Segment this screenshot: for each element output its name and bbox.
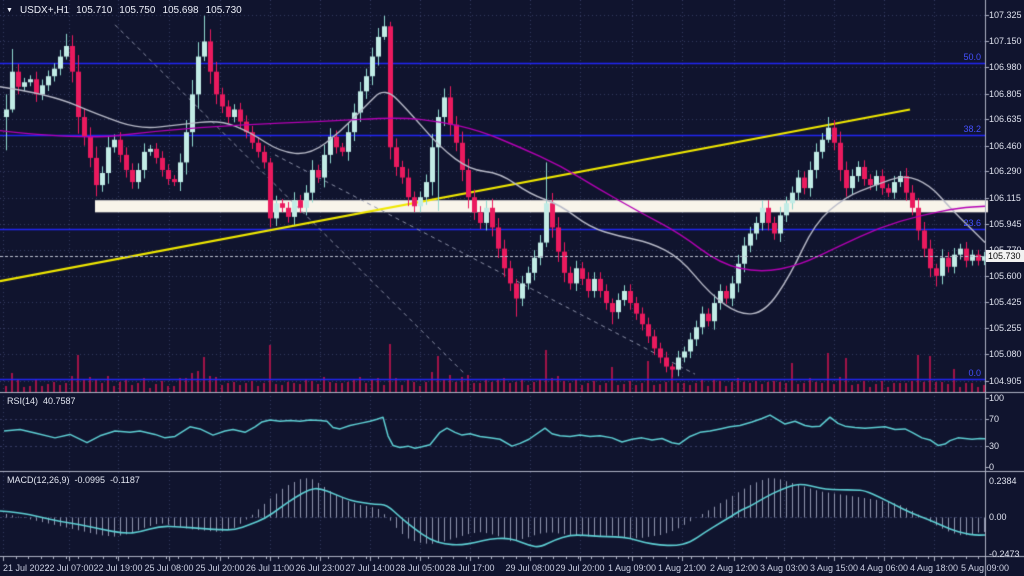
time-axis-label: 3 Aug 15:00 bbox=[809, 563, 859, 573]
current-price-badge: 105.730 bbox=[986, 250, 1024, 262]
price-axis-tick: 106.805 bbox=[989, 89, 1022, 99]
quote-bar[interactable]: ▼ USDX+,H1 105.710 105.750 105.698 105.7… bbox=[6, 5, 242, 16]
time-axis-label: 26 Jul 23:00 bbox=[295, 563, 345, 573]
rsi-axis-tick: 100 bbox=[989, 393, 1005, 403]
price-axis-tick: 106.290 bbox=[989, 166, 1022, 176]
price-axis-tick: 107.325 bbox=[989, 10, 1022, 20]
symbol-timeframe: USDX+,H1 bbox=[19, 5, 70, 16]
price-axis-tick: 104.905 bbox=[989, 376, 1022, 386]
quote-low: 105.698 bbox=[162, 5, 199, 16]
macd-axis-tick: 0.2384 bbox=[989, 476, 1017, 486]
fib-level-label: 38.2 bbox=[963, 124, 981, 134]
time-axis-label: 5 Aug 09:00 bbox=[960, 563, 1010, 573]
rsi-name: RSI(14) bbox=[7, 396, 39, 406]
price-axis-tick: 106.635 bbox=[989, 114, 1022, 124]
fib-level-label: 23.6 bbox=[963, 218, 981, 228]
time-axis-label: 1 Aug 21:00 bbox=[657, 563, 707, 573]
macd-axis-tick: 0.00 bbox=[989, 512, 1007, 522]
time-axis-label: 4 Aug 06:00 bbox=[859, 563, 909, 573]
price-axis-tick: 107.150 bbox=[989, 36, 1022, 46]
macd-signal-value: -0.1187 bbox=[110, 475, 140, 485]
time-axis-label: 25 Jul 08:00 bbox=[144, 563, 194, 573]
time-axis-label: 4 Aug 18:00 bbox=[909, 563, 959, 573]
price-axis-tick: 105.425 bbox=[989, 297, 1022, 307]
price-axis-tick: 105.255 bbox=[989, 323, 1022, 333]
price-axis-tick: 105.080 bbox=[989, 349, 1022, 359]
time-axis-label: 27 Jul 14:00 bbox=[345, 563, 395, 573]
price-axis-tick: 105.600 bbox=[989, 271, 1022, 281]
rsi-value: 40.7587 bbox=[43, 396, 76, 406]
fib-level-label: 0.0 bbox=[968, 368, 981, 378]
macd-name: MACD(12,26,9) bbox=[7, 475, 70, 485]
time-axis-label: 28 Jul 17:00 bbox=[445, 563, 495, 573]
time-axis-label: 21 Jul 2022 bbox=[3, 563, 50, 573]
quote-high: 105.750 bbox=[119, 5, 156, 16]
macd-axis-tick: -0.2473 bbox=[989, 549, 1020, 559]
quote-close: 105.730 bbox=[205, 5, 242, 16]
quote-open: 105.710 bbox=[76, 5, 113, 16]
time-axis-label: 2 Aug 12:00 bbox=[709, 563, 759, 573]
price-axis-tick: 106.460 bbox=[989, 141, 1022, 151]
rsi-axis-tick: 70 bbox=[989, 414, 1000, 424]
collapse-chart-icon[interactable]: ▼ bbox=[6, 7, 13, 14]
time-axis-label: 3 Aug 03:00 bbox=[759, 563, 809, 573]
time-axis-label: 22 Jul 07:00 bbox=[44, 563, 94, 573]
time-axis-label: 25 Jul 20:00 bbox=[195, 563, 245, 573]
time-axis-label: 22 Jul 19:00 bbox=[93, 563, 143, 573]
rsi-indicator-label: RSI(14) 40.7587 bbox=[7, 396, 76, 406]
time-axis-label: 28 Jul 05:00 bbox=[395, 563, 445, 573]
macd-indicator-label: MACD(12,26,9) -0.0995 -0.1187 bbox=[7, 475, 140, 485]
price-axis-tick: 105.945 bbox=[989, 219, 1022, 229]
time-axis-label: 26 Jul 11:00 bbox=[245, 563, 295, 573]
time-axis-label: 29 Jul 08:00 bbox=[505, 563, 555, 573]
rsi-axis-tick: 30 bbox=[989, 441, 1000, 451]
fib-level-label: 50.0 bbox=[963, 52, 981, 62]
price-axis-tick: 106.980 bbox=[989, 62, 1022, 72]
price-axis-tick: 106.115 bbox=[989, 193, 1021, 203]
time-axis-label: 1 Aug 09:00 bbox=[607, 563, 657, 573]
macd-main-value: -0.0995 bbox=[74, 475, 106, 485]
rsi-axis-tick: 0 bbox=[989, 462, 995, 472]
time-axis-label: 29 Jul 20:00 bbox=[555, 563, 605, 573]
